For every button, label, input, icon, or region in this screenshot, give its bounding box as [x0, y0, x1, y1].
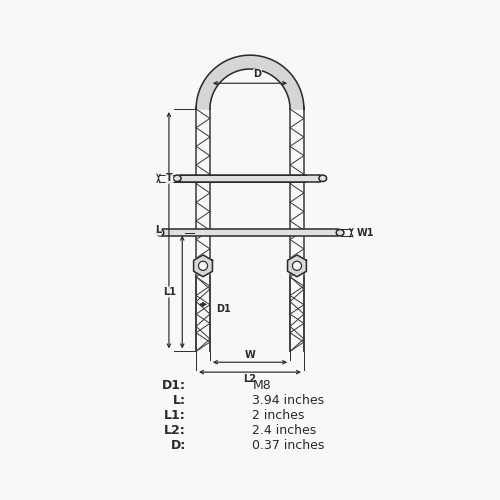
Text: D: D	[254, 70, 262, 80]
Text: L2: L2	[244, 374, 256, 384]
Text: 2 inches: 2 inches	[252, 409, 305, 422]
Text: W: W	[244, 350, 256, 360]
Text: L2:: L2:	[164, 424, 186, 437]
Circle shape	[198, 262, 207, 270]
Ellipse shape	[174, 175, 181, 182]
Text: M8: M8	[252, 380, 271, 392]
Text: 2.4 inches: 2.4 inches	[252, 424, 316, 437]
Text: L1:: L1:	[164, 409, 186, 422]
Text: L1: L1	[164, 287, 176, 297]
Text: 3.94 inches: 3.94 inches	[252, 394, 324, 407]
Text: 0.37 inches: 0.37 inches	[252, 439, 325, 452]
Text: L: L	[155, 225, 161, 235]
Polygon shape	[196, 55, 304, 109]
Polygon shape	[162, 230, 338, 236]
Ellipse shape	[319, 175, 326, 182]
Ellipse shape	[336, 230, 344, 236]
Circle shape	[292, 262, 302, 270]
Polygon shape	[180, 175, 320, 182]
Text: D1:: D1:	[162, 380, 186, 392]
Text: D1: D1	[216, 304, 231, 314]
Text: L:: L:	[172, 394, 186, 407]
Polygon shape	[194, 255, 212, 276]
Text: T: T	[166, 174, 173, 184]
Text: W1: W1	[356, 228, 374, 237]
Ellipse shape	[156, 230, 164, 236]
Text: D:: D:	[170, 439, 186, 452]
Polygon shape	[288, 255, 306, 276]
